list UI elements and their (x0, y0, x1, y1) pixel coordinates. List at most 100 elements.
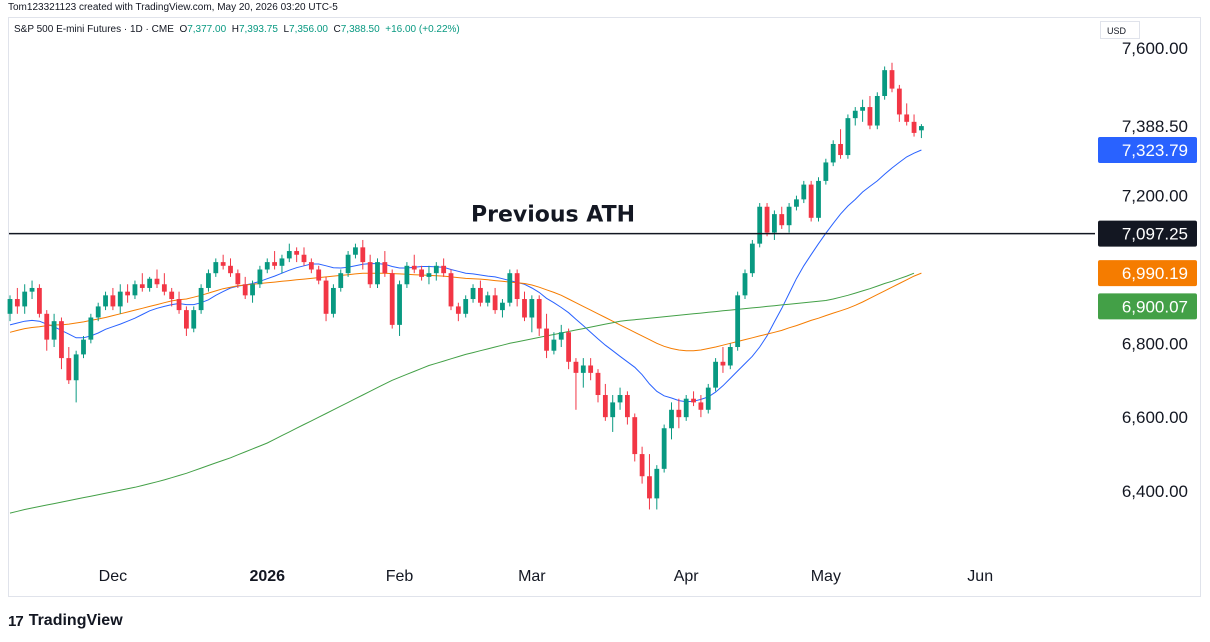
candle-body (345, 254, 351, 274)
candle-body (845, 118, 851, 156)
candle-body (125, 291, 130, 296)
candle-body (301, 254, 307, 263)
candle-body (382, 262, 388, 274)
x-tick-label: Mar (518, 568, 546, 585)
candle-body (308, 262, 314, 270)
open-value: 7,377.00 (187, 24, 227, 35)
candle-body (500, 302, 505, 311)
candle-body (228, 265, 233, 274)
candle-body (816, 180, 821, 218)
candle-body (669, 409, 674, 429)
candle-body (110, 295, 116, 307)
candle-body (867, 107, 873, 126)
x-tick-label: Feb (386, 568, 414, 585)
candle-body (7, 299, 13, 314)
candle-body (764, 206, 770, 233)
candle-body (272, 262, 277, 266)
candle-body (206, 273, 211, 288)
candle-body (250, 284, 255, 296)
candle-body (823, 162, 829, 181)
candle-body (757, 206, 763, 244)
candle-body (44, 313, 50, 340)
candle-body (698, 402, 704, 410)
currency-button[interactable]: USD (1100, 21, 1140, 39)
candle-body (139, 284, 145, 288)
candle-body (161, 284, 167, 292)
candle-body (830, 143, 836, 163)
candle-body (257, 269, 263, 285)
candle-body (507, 273, 513, 303)
candle-body (595, 372, 601, 396)
symbol-legend: S&P 500 E-mini Futures · 1D · CME O7,377… (14, 24, 460, 35)
candle-body (573, 361, 579, 373)
candle-body (316, 269, 322, 281)
candle-body (132, 284, 138, 296)
candle-body (66, 358, 72, 381)
candle-body (103, 295, 108, 307)
candle-body (713, 361, 718, 388)
tradingview-logo-icon: 17 (8, 612, 24, 630)
x-tick-label: Dec (99, 568, 127, 585)
y-tick-label: 6,800.00 (1122, 334, 1188, 353)
x-tick-label: Jun (967, 568, 993, 585)
candle-body (397, 284, 402, 325)
candle-body (37, 287, 42, 314)
candle-body (51, 321, 57, 340)
candle-body (353, 247, 358, 255)
price-badge-label: 6,990.19 (1122, 264, 1188, 283)
candle-body (676, 409, 682, 418)
candle-body (551, 339, 557, 351)
candle-body (117, 291, 123, 307)
candle-body (514, 273, 520, 300)
candle-body (522, 299, 527, 318)
x-tick-label: May (811, 568, 841, 585)
y-tick-label: 7,600.00 (1122, 39, 1188, 58)
candle-body (29, 287, 35, 292)
candle-body (184, 310, 189, 329)
price-badge-label: 7,323.79 (1122, 141, 1188, 160)
candle-body (411, 265, 417, 270)
candle-body (882, 70, 888, 96)
candle-body (331, 287, 336, 314)
candle-body (235, 273, 241, 285)
candle-body (294, 251, 300, 255)
attribution-text: Tom123321123 created with TradingView.co… (8, 2, 338, 13)
candle-body (838, 143, 843, 156)
candle-body (588, 365, 594, 373)
candle-body (176, 299, 182, 311)
brand-name: TradingView (28, 612, 123, 629)
price-badge-bg (1098, 260, 1197, 287)
candle-body (73, 354, 79, 381)
open-label: O (179, 24, 188, 35)
candle-body (786, 206, 792, 226)
candle-body (375, 262, 380, 285)
candle-body (919, 126, 924, 131)
candle-body (22, 291, 28, 307)
candle-body (639, 454, 645, 477)
candle-body (59, 321, 64, 359)
candle-body (911, 121, 917, 133)
candle-body (794, 199, 799, 207)
candle-body (338, 273, 344, 288)
candle-body (904, 114, 910, 122)
candle-body (264, 262, 270, 270)
low-label: L (283, 24, 290, 35)
close-label: C (333, 24, 341, 35)
candle-body (632, 417, 638, 455)
y-tick-label: 6,400.00 (1122, 482, 1188, 501)
candle-body (558, 332, 564, 340)
candle-body (323, 280, 329, 314)
ma_fast-line (9, 149, 922, 403)
candle-body (779, 214, 785, 226)
candle-body (455, 306, 461, 314)
candle-body (448, 273, 454, 307)
candle-body (478, 287, 483, 303)
symbol-name: S&P 500 E-mini Futures · 1D · CME (14, 24, 174, 35)
candle-body (14, 299, 20, 307)
high-label: H (231, 24, 239, 35)
candle-body (808, 184, 814, 218)
candle-body (566, 332, 571, 362)
previous-ath-label: Previous ATH (471, 203, 635, 228)
candle-body (529, 299, 535, 318)
